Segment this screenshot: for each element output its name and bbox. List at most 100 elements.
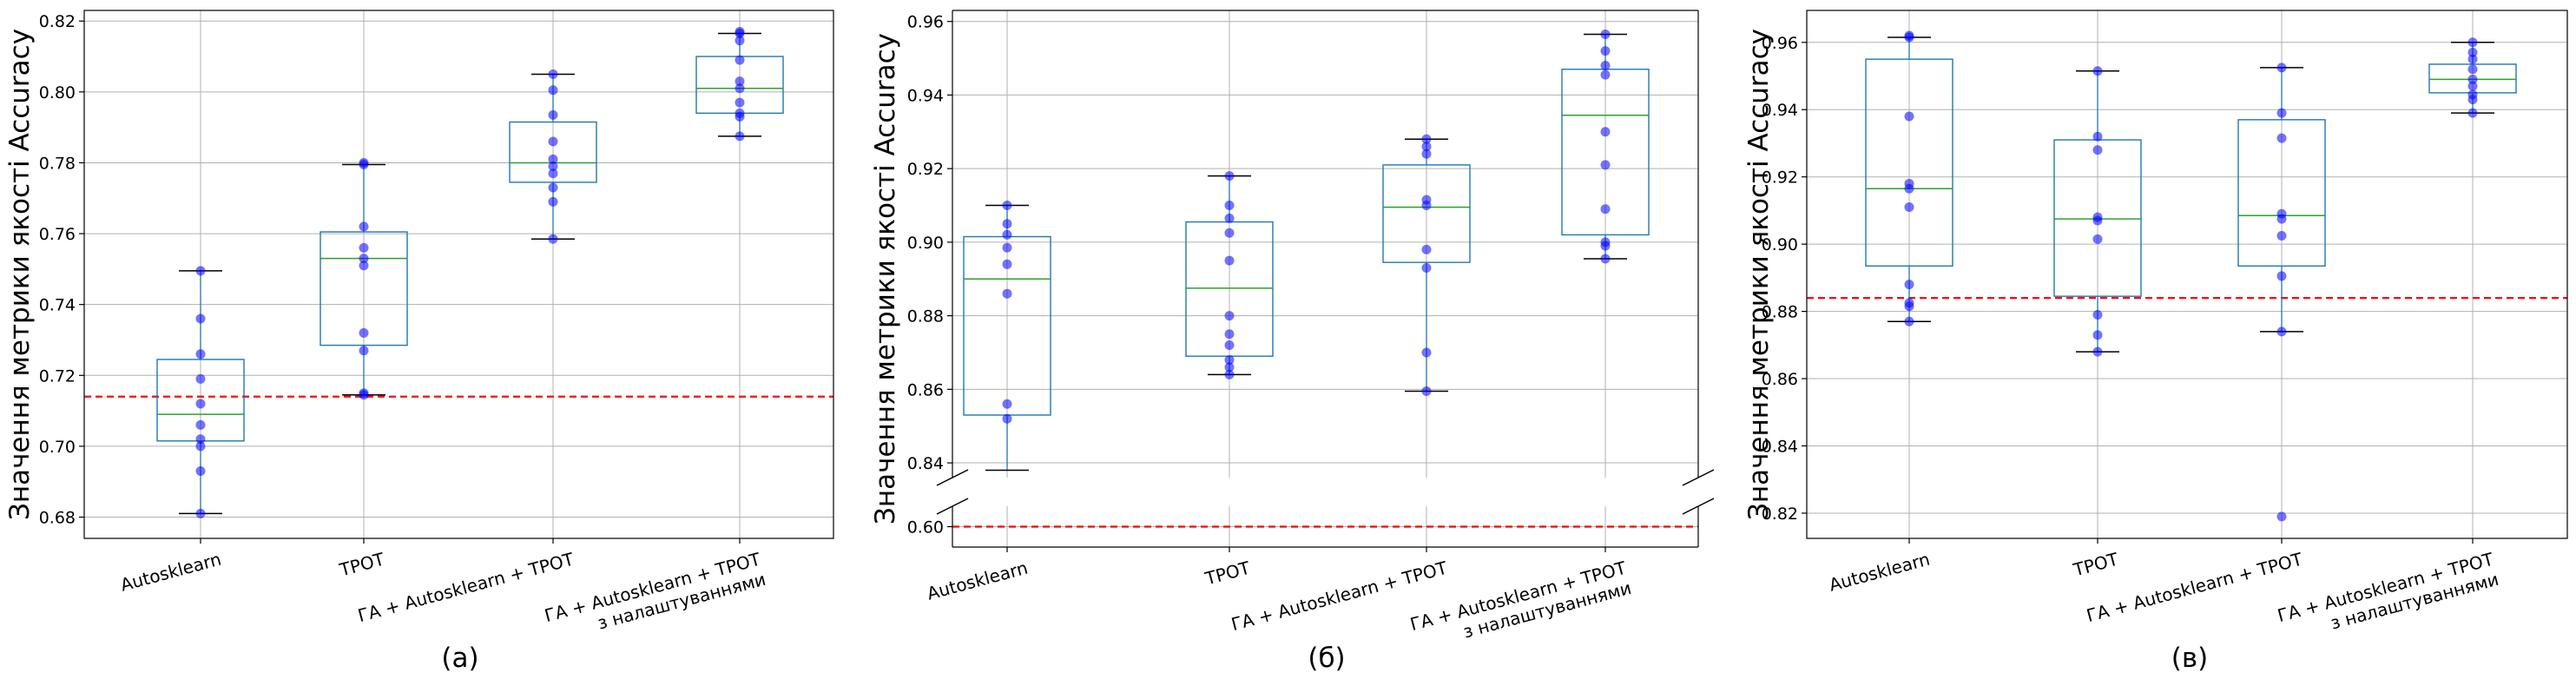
- p3-point-0-7: [1904, 111, 1914, 122]
- p3-panel-label: (в): [2171, 643, 2208, 674]
- p3-box-2: [2237, 119, 2326, 267]
- p2-point-1-5: [1224, 311, 1235, 321]
- p2-point-0-6: [1002, 219, 1012, 229]
- p3-point-2-3: [2276, 230, 2287, 241]
- p1-point-1-9: [359, 157, 369, 168]
- p1-point-2-9: [548, 69, 558, 79]
- p3-point-0-3: [1904, 280, 1914, 290]
- p1-point-1-7: [359, 221, 369, 232]
- p3-point-3-6: [2467, 54, 2478, 64]
- p2-point-2-2: [1421, 263, 1432, 274]
- p3-point-2-5: [2276, 208, 2287, 219]
- p3-box-0: [1865, 58, 1953, 267]
- p3-point-2-0: [2276, 511, 2287, 522]
- p2-ytick-label-0-2: 0.88: [907, 307, 944, 327]
- p1-category-label-2: ГА + Autosklearn + TPOT: [356, 548, 576, 626]
- p2-point-0-1: [1002, 399, 1012, 409]
- p1-ytick-label-0-5: 0.78: [39, 154, 76, 173]
- p1-point-3-3: [735, 97, 745, 108]
- p3-ytick-label-0-5: 0.92: [1762, 168, 1798, 188]
- p3-point-2-6: [2276, 133, 2287, 143]
- p1-point-1-4: [359, 261, 369, 271]
- p1-point-2-6: [548, 136, 558, 147]
- p1-point-3-0: [735, 131, 745, 142]
- p1-category-label-3: ГА + Autosklearn + TPOTз налаштуваннями: [543, 548, 769, 646]
- p2-point-0-7: [1002, 201, 1012, 211]
- p1-point-1-3: [359, 327, 369, 338]
- p2-point-3-3: [1600, 204, 1611, 214]
- p3-ytick-label-0-4: 0.90: [1762, 235, 1798, 254]
- p2-box-2: [1382, 164, 1471, 263]
- p1-point-3-2: [735, 108, 745, 118]
- p1-point-0-1: [195, 465, 206, 476]
- p3-point-0-4: [1904, 202, 1914, 213]
- p1-ytick-label-0-7: 0.82: [39, 12, 76, 31]
- p1-point-0-5: [195, 399, 206, 409]
- p1-frame: [83, 10, 834, 539]
- p3-ylabel: Значення метрики якості Accuracy: [1743, 29, 1775, 520]
- p2-point-2-1: [1421, 347, 1432, 358]
- p2-point-0-3: [1002, 259, 1012, 269]
- p1-point-1-6: [359, 242, 369, 253]
- p2-point-3-7: [1600, 61, 1611, 71]
- p3-point-0-9: [1904, 30, 1914, 41]
- p3-point-1-7: [2092, 131, 2103, 142]
- p1-point-2-5: [548, 154, 558, 164]
- p1-point-2-0: [548, 234, 558, 244]
- p1-point-2-8: [548, 85, 558, 96]
- p3-ytick-label-0-6: 0.94: [1762, 101, 1798, 120]
- p3-point-1-8: [2092, 66, 2103, 76]
- p2-point-1-2: [1224, 354, 1235, 365]
- p2-point-0-4: [1002, 242, 1012, 253]
- p1-point-3-9: [735, 26, 745, 36]
- p2-point-1-7: [1224, 228, 1235, 238]
- p3-point-3-0: [2467, 108, 2478, 118]
- p1-ytick-label-0-3: 0.74: [39, 296, 76, 315]
- p2-break-mark-0: [936, 469, 969, 486]
- p2-point-2-0: [1421, 386, 1432, 396]
- p2-point-3-8: [1600, 46, 1611, 56]
- p1-point-0-3: [195, 434, 206, 445]
- p2-point-3-5: [1600, 127, 1611, 137]
- p1-point-2-3: [548, 168, 558, 179]
- p3-point-0-6: [1904, 178, 1914, 188]
- p1-point-2-7: [548, 109, 558, 120]
- p2-point-3-4: [1600, 160, 1611, 170]
- p2-ytick-label-0-1: 0.86: [907, 380, 944, 399]
- p2-break-mark-3: [1682, 498, 1715, 515]
- p3-point-3-8: [2467, 37, 2478, 48]
- p3-point-3-4: [2467, 74, 2478, 84]
- p3-point-1-6: [2092, 145, 2103, 155]
- p1-panel-label: (а): [441, 643, 478, 674]
- p2-point-1-9: [1224, 201, 1235, 211]
- p1-point-0-2: [195, 441, 206, 452]
- p1-point-3-6: [735, 55, 745, 65]
- p3-point-2-7: [2276, 108, 2287, 118]
- p2-point-1-8: [1224, 213, 1235, 223]
- p1-ytick-label-0-1: 0.70: [39, 438, 76, 457]
- p2-point-1-4: [1224, 329, 1235, 340]
- p3-frame: [1806, 10, 2568, 539]
- p1-ylabel: Значення метрики якості Accuracy: [4, 29, 36, 520]
- p3-ytick-label-0-2: 0.86: [1762, 370, 1798, 389]
- p2-point-1-10: [1224, 171, 1235, 181]
- p2-ylabel: Значення метрики якості Accuracy: [870, 33, 901, 524]
- p3-point-3-3: [2467, 81, 2478, 91]
- p3-point-0-2: [1904, 298, 1914, 308]
- p2-point-3-9: [1600, 30, 1611, 40]
- p1-ytick-label-0-0: 0.68: [39, 509, 76, 528]
- p3-point-3-5: [2467, 64, 2478, 75]
- p1-point-0-6: [195, 373, 206, 384]
- p3-point-2-2: [2276, 271, 2287, 281]
- p1-point-2-2: [548, 182, 558, 193]
- p3-category-label-1: TPOT: [2071, 548, 2121, 580]
- p3-point-2-8: [2276, 63, 2287, 73]
- p3-point-1-5: [2092, 212, 2103, 222]
- p1-point-0-4: [195, 419, 206, 430]
- p1-point-0-9: [195, 266, 206, 276]
- p2-point-0-2: [1002, 288, 1012, 299]
- p1-point-2-4: [548, 162, 558, 172]
- p3-point-1-3: [2092, 234, 2103, 244]
- p2-point-1-1: [1224, 362, 1235, 373]
